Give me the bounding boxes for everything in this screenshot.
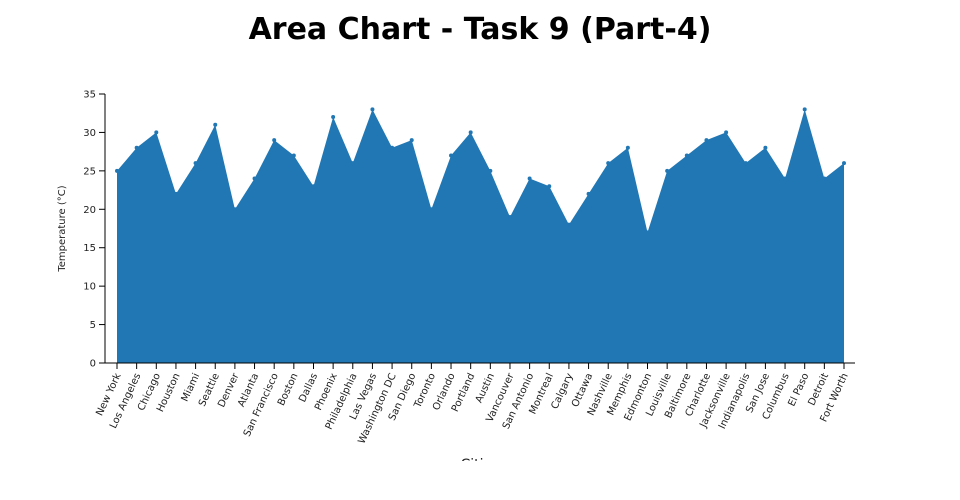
data-point (115, 168, 119, 173)
y-tick-label: 35 (83, 90, 96, 101)
data-point (586, 191, 591, 196)
data-point (527, 176, 532, 181)
data-point (154, 130, 159, 135)
data-point (822, 176, 827, 181)
data-point (370, 107, 375, 112)
x-tick: Houston (155, 363, 183, 414)
data-point (449, 153, 454, 158)
y-tick: 35 (83, 90, 105, 101)
data-point (488, 168, 493, 173)
data-point (704, 138, 709, 143)
data-point (232, 207, 237, 212)
y-tick-label: 15 (83, 243, 96, 254)
y-tick: 0 (90, 359, 105, 370)
data-point (743, 161, 748, 166)
data-point (429, 207, 434, 212)
chart-title: Area Chart - Task 9 (Part-4) (248, 12, 712, 47)
y-tick: 10 (83, 282, 105, 293)
area-series (117, 109, 844, 363)
y-tick: 20 (83, 205, 105, 216)
y-axis-label: Temperature (°C) (57, 185, 68, 272)
data-point (802, 107, 807, 112)
y-tick-label: 10 (83, 282, 96, 293)
data-point (409, 138, 414, 143)
data-point (645, 230, 650, 235)
data-point (134, 145, 139, 150)
data-point (193, 161, 198, 166)
data-point (783, 176, 788, 181)
x-tick: Columbus (761, 363, 792, 421)
data-point (390, 145, 395, 150)
data-point (213, 122, 218, 127)
data-point (291, 153, 296, 158)
y-tick-label: 20 (83, 205, 96, 216)
y-tick: 5 (90, 320, 105, 331)
y-tick-label: 25 (83, 166, 96, 177)
y-tick: 25 (83, 166, 105, 177)
data-point (566, 222, 571, 227)
y-tick-label: 0 (90, 359, 96, 370)
data-point (173, 191, 178, 196)
x-tick: Boston (276, 363, 301, 408)
data-point (724, 130, 729, 135)
data-point (665, 168, 670, 173)
data-point (625, 145, 630, 150)
x-tick: Portland (450, 363, 477, 414)
x-tick: Fort Worth (819, 363, 851, 424)
data-point (842, 161, 846, 166)
data-point (684, 153, 689, 158)
data-point (311, 184, 316, 189)
x-tick: San Diego (387, 363, 418, 423)
data-point (547, 184, 552, 189)
data-point (468, 130, 473, 135)
data-point (507, 214, 512, 219)
y-tick: 15 (83, 243, 105, 254)
data-point (606, 161, 611, 166)
y-tick-label: 30 (83, 128, 96, 139)
y-tick-label: 5 (90, 320, 96, 331)
data-point (331, 115, 336, 120)
data-point (350, 161, 355, 166)
data-point (272, 138, 277, 143)
y-tick: 30 (83, 128, 105, 139)
data-point (763, 145, 768, 150)
data-point (252, 176, 257, 181)
